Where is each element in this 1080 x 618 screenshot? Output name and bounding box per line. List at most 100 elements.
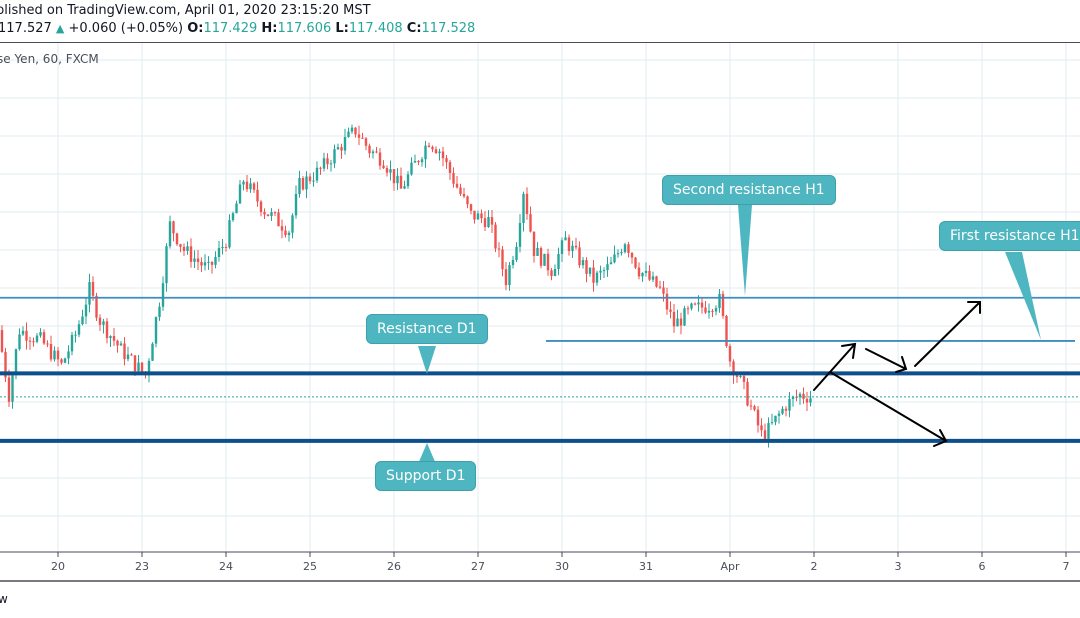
candle-up <box>718 293 721 309</box>
candle-up <box>305 176 308 190</box>
candle-up <box>322 158 326 169</box>
candle-up <box>186 246 189 252</box>
candle-down <box>95 295 98 318</box>
candle-down <box>483 218 487 228</box>
candle-up <box>207 261 210 263</box>
candle-down <box>361 137 364 139</box>
candle-up <box>798 393 802 398</box>
candle-up <box>413 161 417 163</box>
candle-down <box>364 138 368 146</box>
candle-up <box>714 308 718 312</box>
candle-up <box>70 334 74 352</box>
candle-down <box>434 149 438 154</box>
price-change: +0.060 (+0.05%) <box>68 21 184 36</box>
candle-down <box>760 425 763 431</box>
candle-up <box>564 237 567 241</box>
candle-up <box>609 262 613 265</box>
candle-down <box>431 146 434 150</box>
candle-up <box>217 247 221 258</box>
candle-up <box>165 246 168 284</box>
candle-down <box>326 158 329 165</box>
candle-down <box>308 176 312 182</box>
candle-down <box>550 270 553 277</box>
candle-down <box>452 172 455 184</box>
candle-up <box>560 240 564 254</box>
candle-up <box>651 276 655 280</box>
candle-up <box>508 265 511 286</box>
candle-down <box>273 212 277 214</box>
candle-down <box>263 212 266 215</box>
candle-up <box>406 174 410 187</box>
candle-down <box>494 224 497 249</box>
candle-down <box>277 212 280 227</box>
candle-down <box>357 134 361 138</box>
candle-up <box>63 358 67 363</box>
candle-down <box>721 293 725 316</box>
candle-up <box>294 193 298 216</box>
x-tick-label: 26 <box>387 560 401 573</box>
candle-down <box>140 362 144 372</box>
candle-up <box>77 324 81 335</box>
candle-up <box>333 149 336 164</box>
x-tick-marks <box>57 552 1067 557</box>
candle-down <box>382 165 385 169</box>
candle-down <box>280 226 284 231</box>
x-tick-label: 3 <box>894 560 902 573</box>
candle-down <box>105 321 109 339</box>
candle-down <box>546 253 550 271</box>
published-info: blished on TradingView.com, April 01, 20… <box>0 3 371 18</box>
candle-up <box>14 349 18 375</box>
candle-up <box>315 167 319 181</box>
callout-first-resistance-h1: First resistance H1 <box>939 221 1080 251</box>
candle-up <box>644 270 648 273</box>
callout-support-d1: Support D1 <box>375 461 477 491</box>
x-tick-label: 2 <box>810 560 818 573</box>
candle-down <box>504 269 508 286</box>
candle-down <box>658 286 662 288</box>
symbol-info: se Yen, 60, FXCM <box>0 52 99 66</box>
candle-up <box>781 408 784 414</box>
candle-down <box>574 245 578 248</box>
candle-up <box>707 310 711 313</box>
candle-up <box>420 159 424 163</box>
candle-down <box>172 221 175 234</box>
candle-down <box>700 302 704 308</box>
candle-down <box>196 258 200 263</box>
candle-down <box>4 351 7 378</box>
candle-down <box>567 237 571 252</box>
candle-up <box>777 413 781 416</box>
x-tick-label: 30 <box>555 560 569 573</box>
candle-down <box>417 161 420 163</box>
candle-up <box>347 131 350 138</box>
candle-up <box>137 362 140 372</box>
candle-up <box>53 350 56 360</box>
candle-down <box>532 231 536 256</box>
candle-up <box>312 180 315 182</box>
candle-down <box>490 217 494 225</box>
candle-down <box>469 204 473 211</box>
candle-down <box>392 169 396 184</box>
candle-up <box>154 317 158 344</box>
candle-down <box>378 152 382 166</box>
candle-down <box>749 405 753 407</box>
candle-down <box>123 343 126 360</box>
candle-up <box>809 398 812 403</box>
candle-down <box>669 309 672 312</box>
candle-up <box>238 184 242 204</box>
candle-down <box>462 193 466 197</box>
candle-up <box>676 318 679 327</box>
candle-down <box>427 145 431 147</box>
callout-pointer-resistance-d1 <box>418 346 436 374</box>
candle-up <box>193 258 196 262</box>
candle-down <box>189 246 193 262</box>
candle-down <box>784 408 788 411</box>
x-tick-label: 27 <box>471 560 485 573</box>
candle-down <box>539 248 543 266</box>
last-price: 117.527 <box>0 21 52 36</box>
candle-down <box>284 230 287 236</box>
candle-down <box>473 210 476 220</box>
arrow-pullback <box>865 348 908 373</box>
candle-down <box>711 310 714 312</box>
candle-down <box>578 247 581 266</box>
